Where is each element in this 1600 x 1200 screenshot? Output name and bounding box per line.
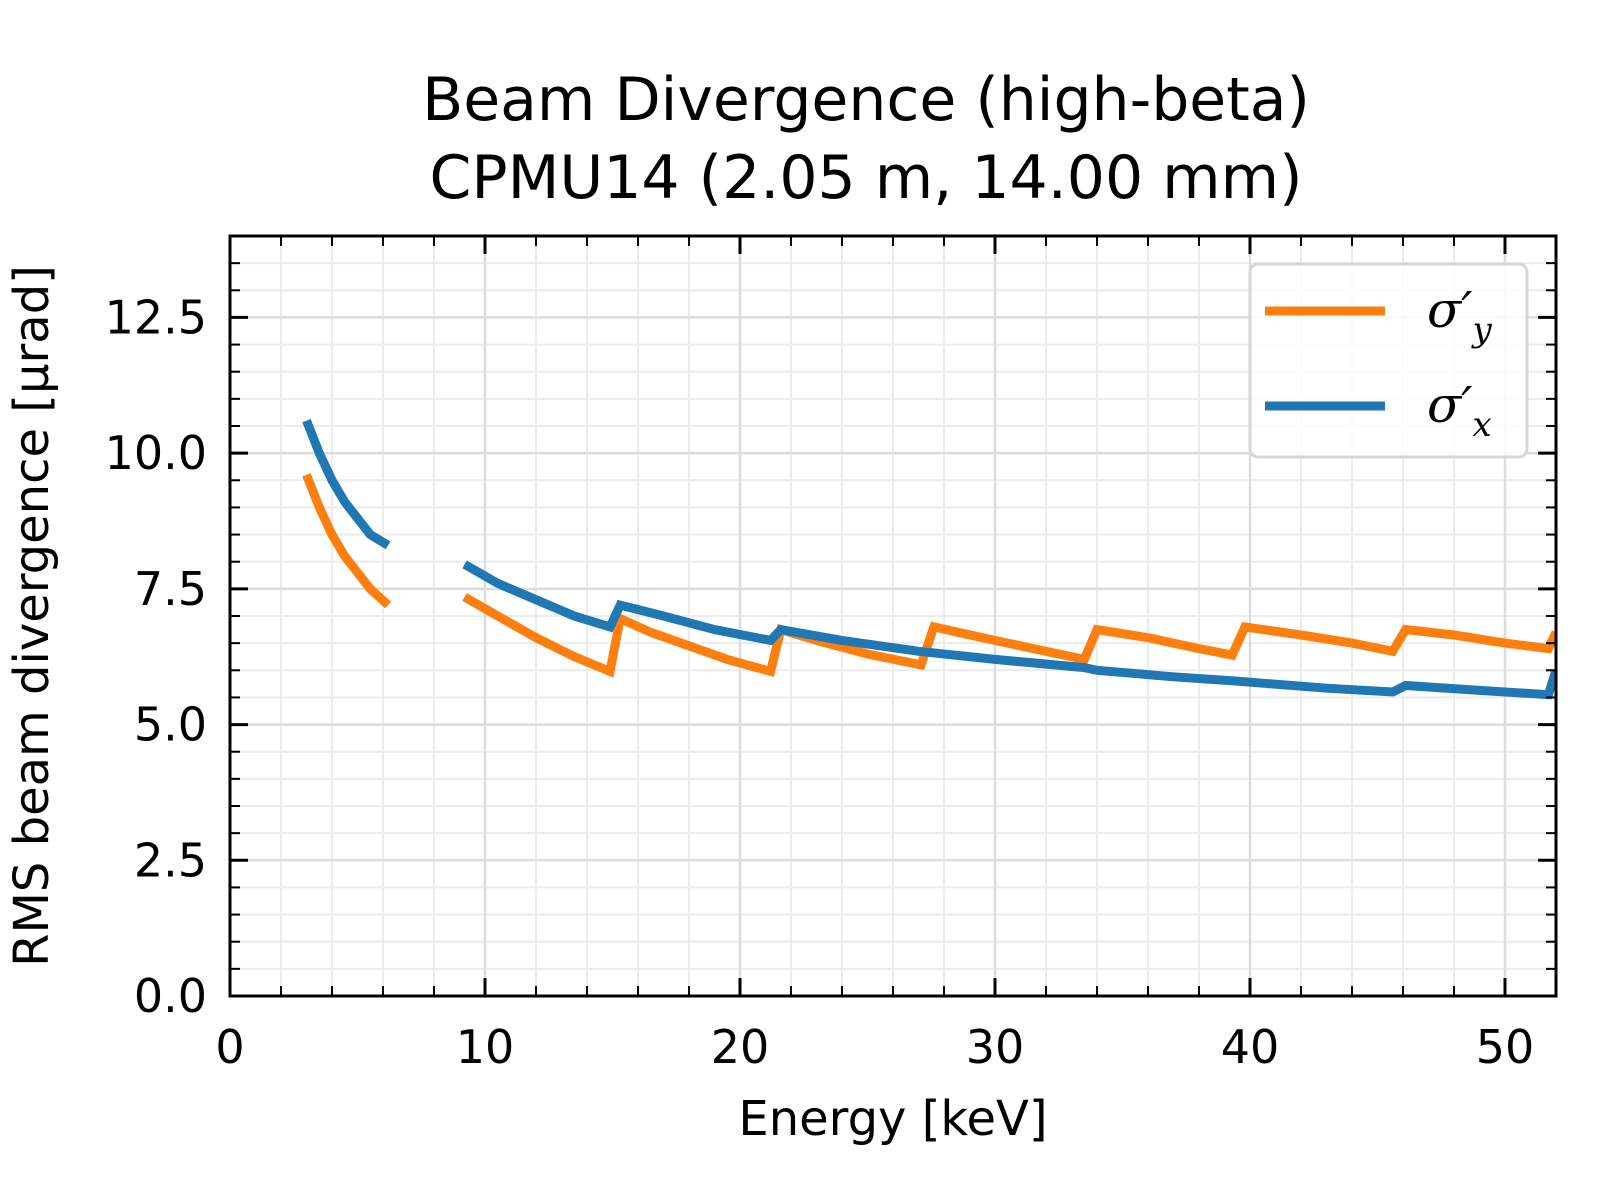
legend-entries: σ′yσ′x [1265,281,1492,445]
x-tick-label: 50 [1476,1020,1535,1074]
chart-title: Beam Divergence (high-beta) [422,65,1310,135]
y-tick-label: 7.5 [134,562,207,616]
chart-subtitle: CPMU14 (2.05 m, 14.00 mm) [430,143,1303,213]
x-axis-label: Energy [keV] [738,1091,1047,1147]
series-2-line-segment-1 [302,418,391,550]
legend: σ′yσ′x [1248,262,1529,459]
legend-label-main: σ′ [1427,376,1473,434]
ticks-layer [228,236,1556,998]
legend-label-subscript: y [1470,310,1492,350]
x-tick-label: 40 [1221,1020,1280,1074]
legend-label-subscript: x [1472,405,1491,445]
legend-label-1: σ′y [1427,281,1492,350]
y-axis-label: RMS beam divergence [μrad] [4,265,60,967]
x-tick-label: 20 [711,1020,770,1074]
legend-label-main: σ′ [1427,281,1473,339]
y-tick-label: 0.0 [134,969,207,1023]
y-tick-label: 12.5 [105,290,207,344]
tick-labels: 0 10 20 30 40 50 0.0 2.5 5.0 7.5 10.0 12.5 [105,290,1535,1074]
legend-label-2: σ′x [1427,376,1492,445]
y-tick-label: 5.0 [134,698,207,752]
x-tick-label: 30 [966,1020,1025,1074]
y-tick-label: 2.5 [134,833,207,887]
series-1-line-segment-2 [462,593,1556,678]
x-tick-label: 10 [456,1020,515,1074]
series-1-line-segment-1 [302,473,392,609]
x-tick-label: 0 [215,1020,244,1074]
y-tick-label: 10.0 [105,426,207,480]
series-2-line-segment-2 [462,560,1556,700]
series-layer [302,418,1556,700]
